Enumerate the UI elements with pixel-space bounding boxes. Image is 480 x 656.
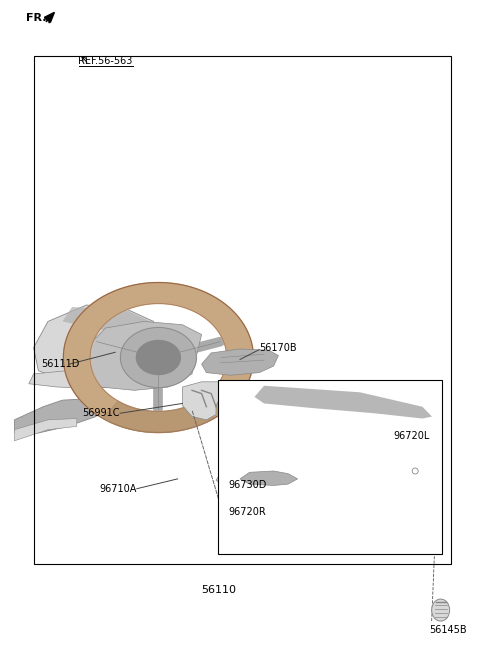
Text: 96720R: 96720R xyxy=(228,506,266,517)
Text: 96710A: 96710A xyxy=(99,483,137,494)
Text: 96730D: 96730D xyxy=(228,480,266,491)
Polygon shape xyxy=(221,415,240,426)
Ellipse shape xyxy=(412,468,418,474)
Polygon shape xyxy=(240,471,298,485)
Polygon shape xyxy=(254,386,432,419)
Polygon shape xyxy=(120,327,196,388)
Text: FR.: FR. xyxy=(26,13,47,24)
Polygon shape xyxy=(230,384,437,433)
Text: 56111D: 56111D xyxy=(41,359,79,369)
Polygon shape xyxy=(29,371,134,388)
Text: 56991C: 56991C xyxy=(83,408,120,419)
Polygon shape xyxy=(86,321,202,390)
Polygon shape xyxy=(103,401,214,432)
Text: 56110: 56110 xyxy=(201,585,236,596)
Polygon shape xyxy=(136,340,180,375)
Text: 96720L: 96720L xyxy=(394,431,430,441)
Polygon shape xyxy=(216,474,235,487)
Bar xyxy=(34,56,451,564)
Polygon shape xyxy=(14,419,77,441)
Polygon shape xyxy=(182,382,230,420)
Text: 56145B: 56145B xyxy=(430,625,467,635)
Ellipse shape xyxy=(432,599,450,621)
Polygon shape xyxy=(14,399,106,433)
Polygon shape xyxy=(264,449,432,479)
Bar xyxy=(218,380,442,554)
Polygon shape xyxy=(202,349,278,375)
Polygon shape xyxy=(63,283,253,432)
Polygon shape xyxy=(34,305,154,380)
Polygon shape xyxy=(226,447,437,495)
Polygon shape xyxy=(44,12,54,22)
Polygon shape xyxy=(62,307,154,335)
Text: REF.56-563: REF.56-563 xyxy=(78,56,133,66)
Text: 56170B: 56170B xyxy=(259,342,297,353)
